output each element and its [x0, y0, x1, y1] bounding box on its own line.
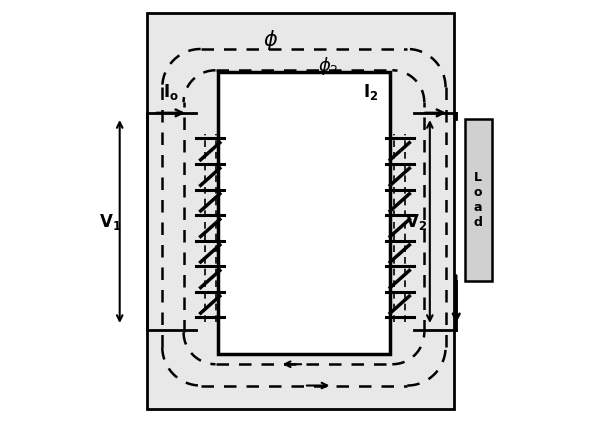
Text: L
o
a
d: L o a d — [474, 171, 483, 229]
Bar — [148, 13, 454, 409]
Text: $\mathbf{V_2}$: $\mathbf{V_2}$ — [405, 212, 427, 231]
Text: $\mathbf{I_2}$: $\mathbf{I_2}$ — [364, 82, 379, 101]
Text: $\phi_2$: $\phi_2$ — [318, 55, 339, 77]
Text: $\mathbf{V_1}$: $\mathbf{V_1}$ — [99, 212, 121, 231]
Bar — [465, 119, 492, 281]
Text: $\phi$: $\phi$ — [264, 29, 279, 52]
Bar — [218, 72, 390, 354]
Text: $\mathbf{I_o}$: $\mathbf{I_o}$ — [163, 82, 179, 101]
